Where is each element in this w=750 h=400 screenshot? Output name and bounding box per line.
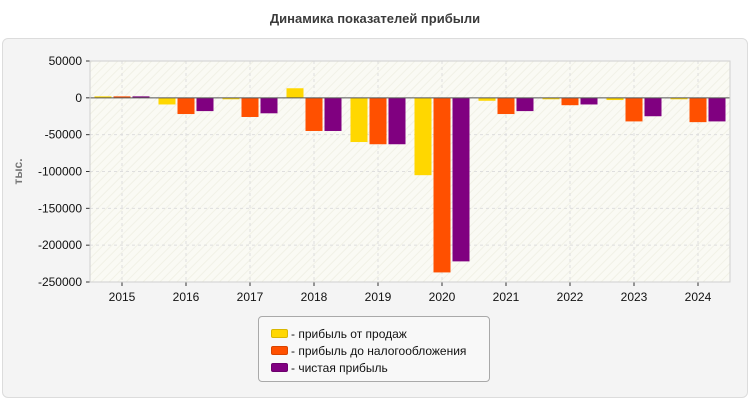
- bar: [113, 96, 131, 98]
- y-tick-label: -150000: [38, 201, 82, 215]
- x-tick-label: 2023: [621, 290, 648, 304]
- bar: [580, 97, 598, 105]
- legend-swatch-pretax-profit: [271, 346, 288, 355]
- y-tick-label: 50000: [49, 54, 83, 68]
- bar: [388, 97, 406, 145]
- bar: [324, 97, 342, 131]
- bar: [644, 97, 662, 117]
- bar: [516, 97, 534, 112]
- y-tick-label: -200000: [38, 238, 82, 252]
- bar: [670, 97, 688, 100]
- bar: [689, 97, 707, 123]
- x-tick-label: 2021: [493, 290, 520, 304]
- bar: [158, 97, 176, 105]
- legend-label-sales-profit: - прибыль от продаж: [291, 326, 407, 341]
- y-tick-label: -100000: [38, 165, 82, 179]
- legend-item-net-profit: - чистая прибыль: [271, 359, 489, 376]
- y-tick-label: -50000: [45, 128, 83, 142]
- bar: [94, 96, 112, 98]
- legend-label-pretax-profit: - прибыль до налогообложения: [291, 343, 467, 358]
- bar: [478, 97, 496, 101]
- bar: [260, 97, 278, 114]
- bar: [369, 97, 387, 145]
- legend-swatch-sales-profit: [271, 329, 288, 338]
- bar: [606, 97, 624, 101]
- bar: [452, 97, 470, 262]
- legend: - прибыль от продаж - прибыль до налогоо…: [258, 316, 490, 382]
- x-tick-label: 2015: [109, 290, 136, 304]
- bar: [625, 97, 643, 122]
- x-tick-label: 2018: [301, 290, 328, 304]
- x-tick-label: 2024: [685, 290, 712, 304]
- bar: [196, 97, 214, 112]
- bar: [350, 97, 368, 143]
- bar: [177, 97, 195, 115]
- x-tick-label: 2022: [557, 290, 584, 304]
- x-tick-label: 2017: [237, 290, 264, 304]
- chart-title: Динамика показателей прибыли: [269, 11, 481, 26]
- bar: [433, 97, 451, 273]
- bar: [497, 97, 515, 115]
- x-tick-label: 2020: [429, 290, 456, 304]
- x-tick-label: 2019: [365, 290, 392, 304]
- legend-item-pretax-profit: - прибыль до налогообложения: [271, 342, 489, 359]
- y-tick-label: 0: [75, 91, 82, 105]
- legend-label-net-profit: - чистая прибыль: [291, 360, 388, 375]
- bar: [305, 97, 323, 131]
- bar: [708, 97, 726, 122]
- bar: [542, 97, 560, 100]
- legend-swatch-net-profit: [271, 363, 288, 372]
- bar: [132, 96, 150, 98]
- y-axis-label: тыс.: [11, 158, 25, 184]
- y-tick-label: -250000: [38, 275, 82, 289]
- bar: [414, 97, 432, 176]
- bar: [286, 88, 304, 98]
- bar: [222, 97, 240, 100]
- legend-item-sales-profit: - прибыль от продаж: [271, 325, 489, 342]
- plot-border: [89, 60, 731, 283]
- bar: [241, 97, 259, 117]
- x-tick-label: 2016: [173, 290, 200, 304]
- bar: [561, 97, 579, 106]
